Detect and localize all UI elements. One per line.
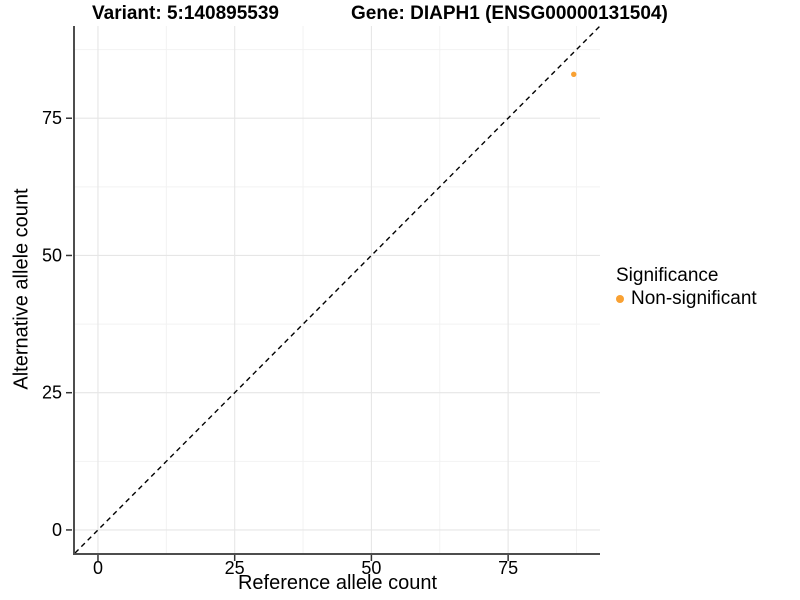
- legend-entry-label: Non-significant: [631, 288, 757, 309]
- y-axis-title: Alternative allele count: [10, 188, 33, 390]
- x-tick-label: 75: [498, 558, 518, 578]
- y-tick-label: 25: [42, 383, 62, 403]
- legend: Significance Non-significant: [616, 265, 757, 308]
- x-tick-label: 0: [93, 558, 103, 578]
- variant-title: Variant: 5:140895539: [92, 3, 279, 24]
- y-tick-label: 0: [52, 520, 62, 540]
- legend-title: Significance: [616, 265, 719, 286]
- x-tick-label: 50: [361, 558, 381, 578]
- x-axis-title: Reference allele count: [237, 572, 437, 594]
- data-point: [571, 71, 577, 78]
- y-tick-label: 75: [42, 108, 62, 128]
- gene-title: Gene: DIAPH1 (ENSG00000131504): [351, 3, 668, 24]
- identity-line: [74, 25, 601, 554]
- legend-entry-non-significant: Non-significant: [616, 288, 757, 309]
- legend-point-icon: [616, 295, 624, 303]
- y-tick-label: 50: [42, 245, 62, 265]
- x-tick-label: 25: [225, 558, 245, 578]
